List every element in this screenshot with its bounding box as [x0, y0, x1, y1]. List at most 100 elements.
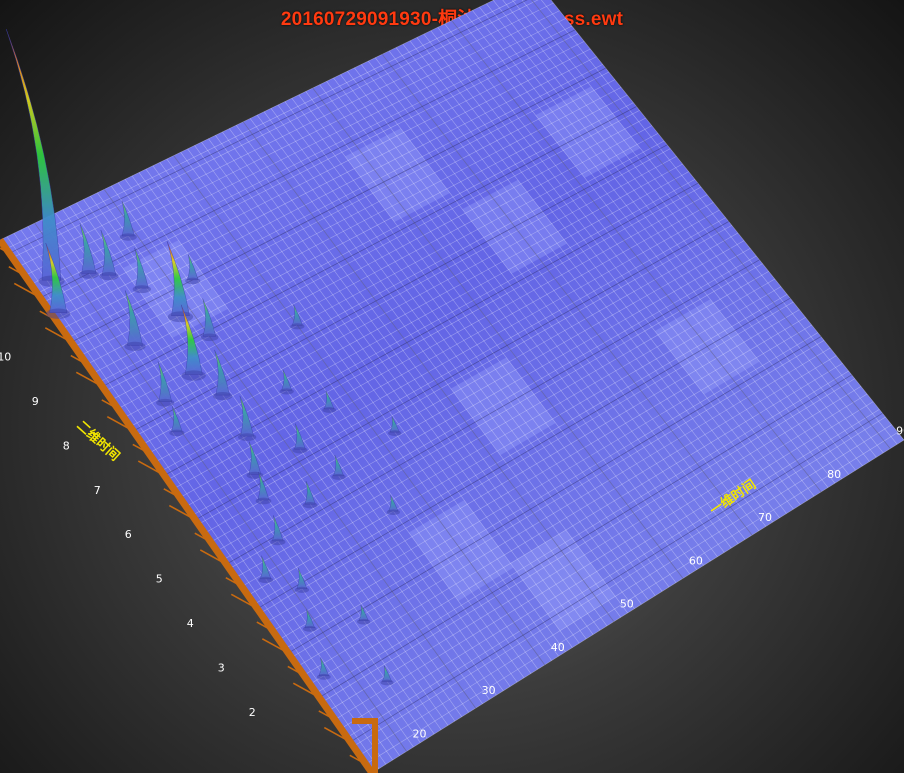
grid-line: [48, 216, 421, 743]
grid-line: [43, 33, 579, 303]
peak-shadow: [292, 446, 308, 454]
grid-line: [365, 432, 899, 765]
y-axis-tick: [318, 710, 336, 721]
grid-line: [444, 23, 815, 497]
x-tick-label: 20: [413, 727, 427, 740]
grid-line: [242, 121, 615, 622]
grid-line: [388, 50, 760, 532]
peak-shadow: [316, 673, 331, 680]
grid-line: [256, 114, 628, 614]
grid-line: [74, 71, 609, 347]
y-axis-tick: [287, 665, 305, 676]
peak: [323, 390, 335, 410]
surface-patch: [408, 500, 514, 601]
grid-line: [472, 10, 843, 480]
peak: [239, 395, 254, 437]
peak-shadow: [156, 398, 175, 407]
grid-line: [278, 324, 812, 641]
peak: [292, 304, 303, 326]
grid-line: [187, 148, 559, 657]
peak-shadow: [357, 618, 371, 625]
grid-line-major: [40, 29, 576, 299]
peak: [202, 298, 217, 337]
y-axis-tick: [199, 549, 227, 565]
peak-shadow: [200, 333, 219, 342]
y-axis-tick: [101, 399, 119, 410]
y-axis-tick: [70, 354, 88, 366]
peak: [388, 495, 399, 512]
y-axis-tick: [137, 460, 165, 477]
y-axis-tick: [261, 638, 289, 654]
grid-line: [347, 70, 718, 557]
grid-line: [340, 401, 874, 729]
grid-line: [368, 60, 739, 544]
grid-line: [166, 158, 539, 670]
grid-line: [423, 33, 794, 510]
grid-line: [167, 186, 702, 481]
grid-line-major: [242, 121, 615, 622]
y-axis-tick: [230, 593, 258, 610]
grid-line: [145, 168, 518, 683]
grid-line-major: [319, 374, 852, 698]
grid-line: [117, 125, 652, 410]
grid-line: [284, 101, 656, 596]
peak: [333, 455, 344, 477]
grid-line: [24, 10, 560, 276]
x-tick-label: 70: [758, 511, 772, 524]
peak: [248, 441, 262, 475]
peak: [134, 247, 149, 289]
surface-patch: [345, 128, 450, 222]
grid-line-major: [9, 0, 528, 254]
grid-line: [319, 84, 691, 575]
y-tick-label: 7: [94, 484, 101, 497]
grid-line: [374, 57, 746, 540]
grid-line: [68, 64, 603, 338]
peak: [100, 229, 117, 276]
grid-line: [334, 393, 868, 720]
grid-line: [198, 225, 732, 525]
grid-line: [173, 155, 545, 666]
peak: [171, 406, 183, 433]
grid-line: [531, 0, 891, 449]
grid-line: [111, 117, 646, 401]
y-tick-label: 10: [0, 351, 11, 364]
grid-line: [430, 30, 801, 506]
peak: [304, 480, 316, 505]
y-tick-label: 6: [125, 528, 132, 541]
grid-line-major: [226, 259, 760, 565]
grid-line: [30, 18, 566, 285]
grid-line: [27, 226, 400, 756]
peak-shadow: [279, 388, 294, 395]
grid-line-major: [350, 412, 883, 743]
grid-line: [451, 20, 822, 493]
grid-line: [361, 64, 732, 549]
grid-line-major: [288, 336, 822, 654]
grid-line: [395, 47, 767, 527]
surface-patch: [535, 86, 641, 178]
grid-line-major: [451, 20, 822, 493]
peak-shadow: [302, 625, 317, 632]
grid-line: [229, 263, 763, 569]
peak: [166, 241, 190, 316]
grid-line-major: [195, 221, 729, 521]
peak-shadow: [213, 391, 233, 401]
grid-line: [511, 0, 877, 458]
peak-shadow: [185, 277, 201, 285]
grid-line: [381, 54, 753, 536]
grid-line-major: [531, 0, 891, 449]
peak: [318, 657, 330, 677]
peak-shadow: [99, 272, 119, 281]
grid-line: [185, 209, 720, 507]
grid-line: [192, 217, 726, 516]
grid-line: [540, 0, 898, 445]
y-axis-tick: [0, 247, 10, 255]
grid-line: [97, 192, 469, 713]
grid-line: [316, 370, 849, 694]
grid-line: [194, 145, 566, 653]
grid-line: [291, 340, 825, 658]
grid-line: [55, 212, 428, 739]
grid-line-major: [71, 67, 606, 343]
